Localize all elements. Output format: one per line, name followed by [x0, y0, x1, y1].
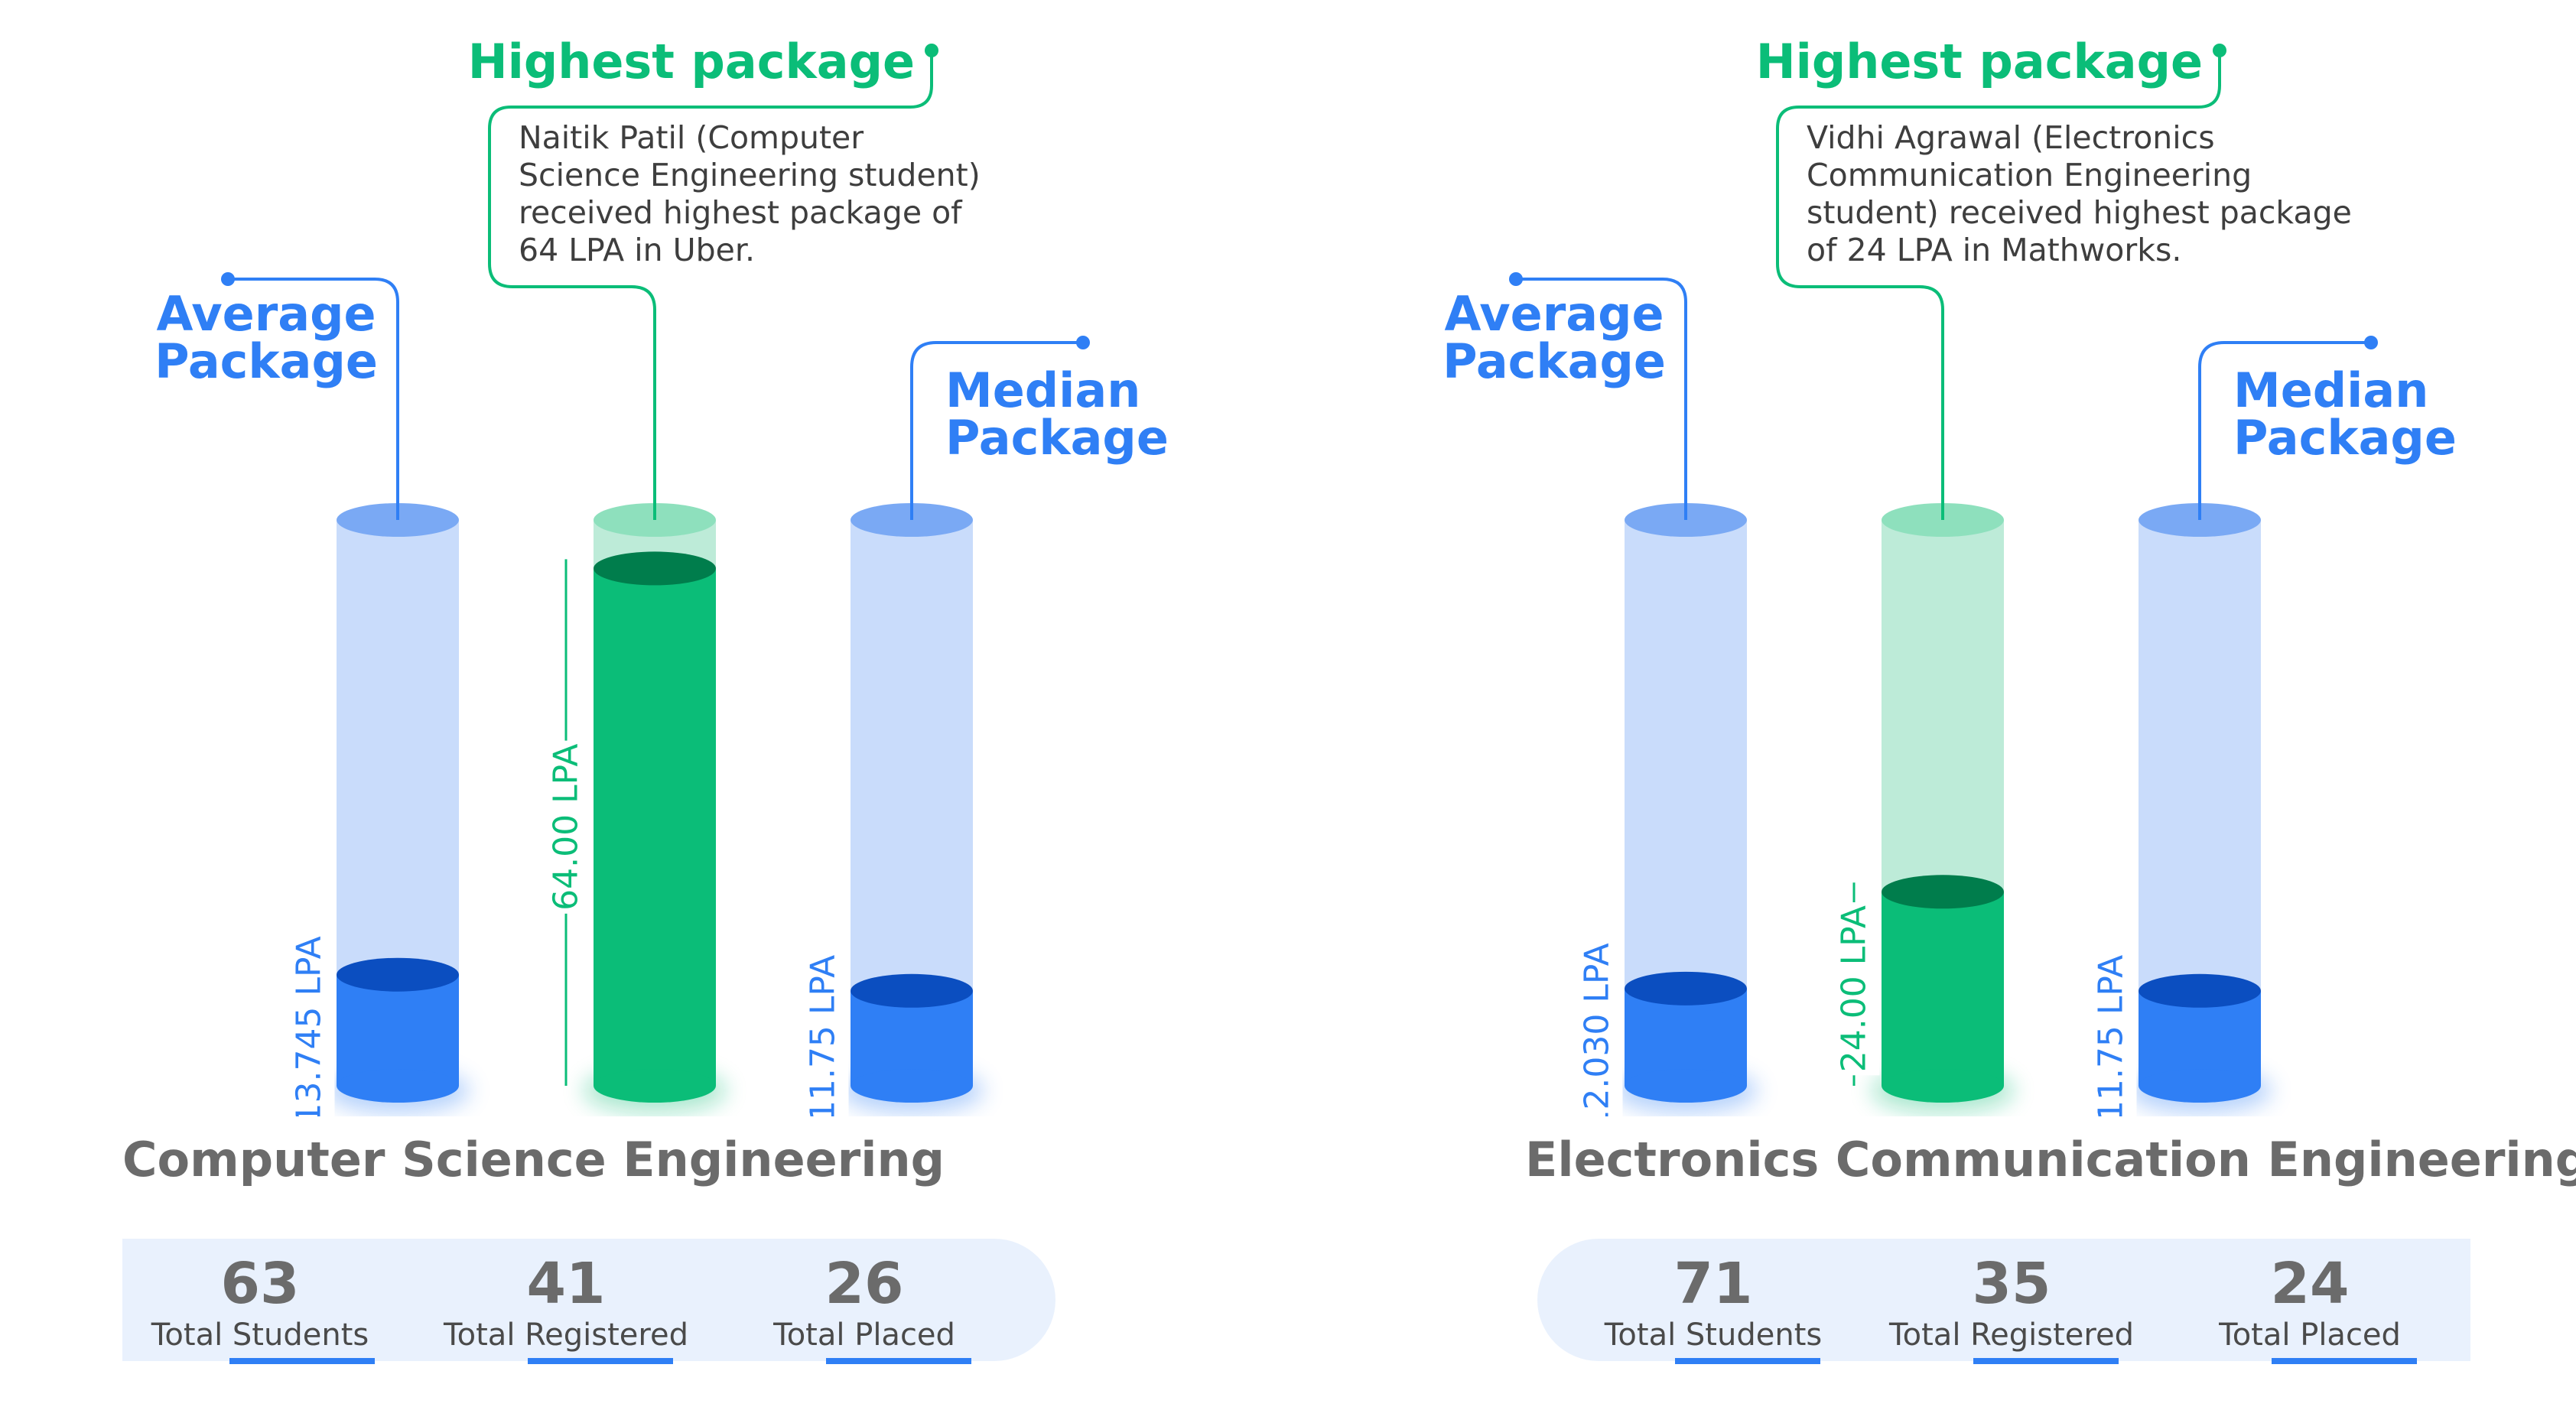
stat-value: 71	[1673, 1251, 1753, 1317]
category-label-highest: Highest package	[468, 34, 915, 89]
data-bar-1	[1882, 892, 2004, 1086]
value-label-backing	[2085, 951, 2137, 1116]
data-bar-0	[337, 974, 459, 1086]
stat-label: Total Students	[1604, 1317, 1823, 1353]
value-label-backing	[1571, 940, 1623, 1116]
connector-dot	[1509, 272, 1523, 286]
connector-dot	[925, 44, 938, 57]
connector-highest	[488, 52, 933, 520]
connector-average	[1517, 278, 1687, 520]
tube-average-package: 13.745 LPA	[283, 503, 470, 1116]
department-title: Computer Science Engineering	[122, 1132, 945, 1187]
value-label: 64.00 LPA	[547, 744, 586, 911]
highest-package-callout-text: Vidhi Agrawal (Electronics Communication…	[1807, 119, 2352, 268]
stat-total-registered: 35 Total Registered	[1874, 1239, 2149, 1353]
connector-median	[910, 341, 1081, 520]
stat-value: 41	[526, 1251, 606, 1317]
data-bar-1	[594, 568, 716, 1086]
category-label-highest: Highest package	[1756, 34, 2203, 89]
tube-highest-package: 64.00 LPA	[540, 503, 727, 1113]
stat-label: Total Placed	[773, 1317, 955, 1353]
panel-computer-science: 13.745 LPA 64.00 LPA 11.75 LPA Average Packa…	[122, 34, 1169, 1364]
stats-bar: 63 Total Students 41 Total Registered 26…	[122, 1239, 1055, 1364]
tube-highest-package: 24.00 LPA	[1828, 503, 2015, 1113]
value-label-backing	[1828, 902, 1880, 1076]
value-label-backing	[797, 951, 849, 1116]
liquid-surface	[1625, 971, 1747, 1006]
stat-total-placed: 24 Total Placed	[2172, 1239, 2448, 1353]
liquid-surface	[851, 973, 973, 1008]
category-label-median: Median	[945, 362, 1140, 418]
stat-underline	[1973, 1358, 2119, 1364]
tube-bottom	[851, 1069, 973, 1103]
value-label: 11.75 LPA	[804, 955, 843, 1116]
category-label-average: Package	[1442, 333, 1666, 389]
tube-bottom	[337, 1069, 459, 1103]
stat-label: Total Registered	[444, 1317, 688, 1353]
liquid-surface	[594, 551, 716, 586]
stat-underline	[528, 1358, 673, 1364]
connector-dot	[1076, 336, 1090, 349]
stat-underline	[1675, 1358, 1820, 1364]
category-label-average: Average	[156, 286, 376, 342]
stat-underline	[229, 1358, 375, 1364]
tube-bottom	[594, 1069, 716, 1103]
stat-total-students: 63 Total Students	[122, 1239, 398, 1353]
stat-underline	[2272, 1358, 2417, 1364]
stat-value: 26	[825, 1251, 904, 1317]
value-label-backing	[283, 933, 335, 1116]
connector-dot	[2213, 44, 2226, 57]
value-label: 24.00 LPA	[1835, 905, 1874, 1072]
stat-label: Total Registered	[1889, 1317, 2134, 1353]
category-label-median: Median	[2233, 362, 2428, 418]
category-label-median: Package	[2233, 410, 2457, 466]
connector-median	[2198, 341, 2369, 520]
category-label-average: Average	[1444, 286, 1664, 342]
highest-package-callout-text: Naitik Patil (Computer Science Engineeri…	[519, 119, 981, 268]
value-label: 12.030 LPA	[1578, 943, 1617, 1116]
tube-median-package: 11.75 LPA	[797, 503, 984, 1116]
chart-electronics-communication: 12.030 LPA 24.00 LPA 11.75 LPAAveragePacka…	[1442, 34, 2457, 1116]
tube-average-package: 12.030 LPA	[1571, 503, 1758, 1116]
value-label: 11.75 LPA	[2092, 955, 2131, 1116]
stat-total-registered: 41 Total Registered	[428, 1239, 704, 1353]
liquid-surface	[2139, 973, 2261, 1008]
department-title: Electronics Communication Engineering	[1525, 1132, 2576, 1187]
stat-label: Total Placed	[2219, 1317, 2401, 1353]
category-label-average: Package	[154, 333, 378, 389]
tube-bottom	[2139, 1069, 2261, 1103]
tube-bottom	[1625, 1069, 1747, 1103]
tube-bottom	[1882, 1069, 2004, 1103]
stats-bar: 71 Total Students 35 Total Registered 24…	[1537, 1239, 2470, 1364]
panel-electronics-communication: 12.030 LPA 24.00 LPA 11.75 LPA Average Packa…	[1288, 0, 2576, 1410]
value-label-backing	[540, 740, 592, 914]
connector-average	[229, 278, 399, 520]
stat-value: 63	[220, 1251, 300, 1317]
stat-total-students: 71 Total Students	[1576, 1239, 1851, 1353]
value-label: 13.745 LPA	[290, 936, 329, 1116]
tube-median-package: 11.75 LPA	[2085, 503, 2272, 1116]
connector-highest	[1776, 52, 2221, 520]
category-label-median: Package	[945, 410, 1169, 466]
stat-total-placed: 26 Total Placed	[727, 1239, 1002, 1353]
connector-dot	[2364, 336, 2378, 349]
liquid-surface	[1882, 875, 2004, 909]
stat-value: 24	[2270, 1251, 2350, 1317]
liquid-surface	[337, 957, 459, 992]
stat-underline	[826, 1358, 971, 1364]
stat-label: Total Students	[151, 1317, 369, 1353]
stat-value: 35	[1972, 1251, 2051, 1317]
connector-dot	[221, 272, 235, 286]
